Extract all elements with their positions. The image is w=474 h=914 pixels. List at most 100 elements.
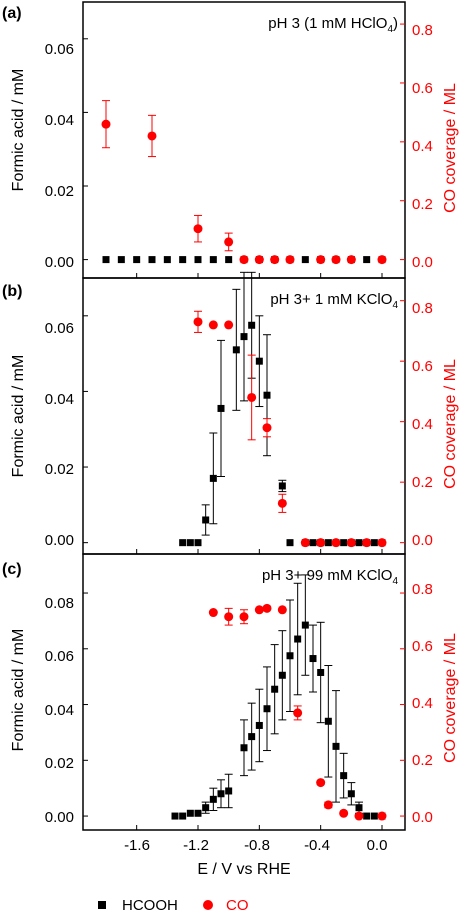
co-point [377, 255, 387, 265]
panel-label-c: (c) [2, 561, 22, 578]
co-point [224, 237, 234, 247]
y-tick-label-right: 0.8 [412, 300, 433, 317]
hcooh-point [286, 652, 294, 660]
hcooh-point [163, 256, 171, 264]
plot-area-a [82, 1, 406, 279]
hcooh-point [263, 705, 271, 713]
y-axis-label-right-c: CO coverage / ML [442, 633, 459, 763]
plot-area-c [82, 553, 406, 831]
co-point [323, 800, 333, 810]
co-point [316, 778, 326, 788]
y-tick-label-left: 0.06 [45, 41, 74, 58]
hcooh-point [332, 742, 340, 750]
legend-marker-hcooh [98, 901, 106, 909]
panel-b: (b) pH 3+ 1 mM KClO4 Formic acid / mM CO… [2, 277, 459, 555]
y-tick-label-right: 0.6 [412, 80, 433, 97]
hcooh-point [209, 256, 217, 264]
panel-c: (c) pH 3+ 99 mM KClO4 Formic acid / mM C… [2, 553, 459, 878]
panel-label-a: (a) [2, 5, 22, 22]
co-point [316, 538, 326, 548]
co-point [346, 255, 356, 265]
co-point [193, 224, 203, 234]
legend-marker-co [203, 900, 213, 910]
legend: HCOOH CO [98, 897, 249, 914]
co-point [331, 255, 341, 265]
hcooh-point [255, 721, 263, 729]
hcooh-point [194, 256, 202, 264]
co-point [239, 612, 249, 622]
co-point [293, 708, 303, 718]
y-tick-label-right: 0.2 [412, 752, 433, 769]
hcooh-point [370, 539, 378, 547]
hcooh-point [340, 772, 348, 780]
hcooh-point [301, 256, 309, 264]
x-tick-label: -1.2 [183, 837, 209, 854]
hcooh-point [347, 790, 355, 798]
x-tick-label: -1.6 [124, 837, 150, 854]
hcooh-point [294, 635, 302, 643]
hcooh-point [278, 671, 286, 679]
hcooh-point [317, 668, 325, 676]
x-axis-label: E / V vs RHE [197, 861, 290, 878]
co-point [224, 612, 234, 622]
condition-label-b: pH 3+ 1 mM KClO4 [270, 291, 398, 311]
hcooh-point [202, 516, 210, 524]
y-tick-label-left: 0.08 [45, 595, 74, 612]
hcooh-point [355, 804, 363, 812]
y-tick-label-right: 0.4 [412, 695, 433, 712]
hcooh-point [255, 357, 263, 365]
y-axis-label-right-a: CO coverage / ML [442, 83, 459, 213]
co-point [277, 605, 287, 615]
y-tick-label-left: 0.02 [45, 755, 74, 772]
y-tick-label-right: 0.0 [412, 532, 433, 549]
hcooh-point [240, 744, 248, 752]
co-point [254, 605, 264, 615]
y-tick-label-left: 0.00 [45, 809, 74, 826]
y-tick-label-right: 0.4 [412, 138, 433, 155]
hcooh-point [217, 790, 225, 798]
hcooh-point [148, 256, 156, 264]
co-point [300, 538, 310, 548]
y-tick-label-left: 0.02 [45, 183, 74, 200]
hcooh-point [248, 321, 256, 329]
y-axis-label-right-b: CO coverage / ML [442, 359, 459, 489]
co-point [208, 320, 218, 330]
hcooh-point [194, 539, 202, 547]
y-tick-label-right: 0.6 [412, 638, 433, 655]
x-tick-label: 0.0 [367, 837, 388, 854]
co-point [208, 608, 218, 618]
hcooh-point [324, 539, 332, 547]
hcooh-point [301, 621, 309, 629]
co-point [101, 119, 111, 129]
data-marks [83, 23, 405, 830]
y-axis-label-left-c: Formic acid / mM [10, 629, 27, 752]
hcooh-point [370, 812, 378, 820]
y-tick-label-left: 0.04 [45, 702, 74, 719]
y-tick-label-right: 0.0 [412, 254, 433, 271]
co-point [224, 320, 234, 330]
x-tick-label: -0.4 [304, 837, 330, 854]
y-tick-label-left: 0.04 [45, 112, 74, 129]
co-point [193, 317, 203, 327]
hcooh-point [363, 812, 371, 820]
hcooh-point [171, 812, 179, 820]
co-point [285, 255, 295, 265]
hcooh-point [102, 256, 110, 264]
y-tick-label-left: 0.06 [45, 648, 74, 665]
hcooh-point [309, 539, 317, 547]
co-point [346, 538, 356, 548]
y-ticks-left-a: 0.00 0.02 0.04 0.06 [45, 41, 74, 271]
x-ticks-c: -1.6 -1.2 -0.8 -0.4 0.0 [124, 837, 387, 854]
hcooh-point [194, 809, 202, 817]
x-tick-label: -0.8 [244, 837, 270, 854]
y-tick-label-right: 0.8 [412, 581, 433, 598]
y-ticks-left-b: 0.00 0.02 0.04 0.06 [45, 320, 74, 549]
hcooh-point [186, 809, 194, 817]
hcooh-point [271, 685, 279, 693]
y-tick-label-right: 0.4 [412, 416, 433, 433]
y-axis-label-left-b: Formic acid / mM [10, 355, 27, 478]
y-tick-label-right: 0.2 [412, 474, 433, 491]
hcooh-point [186, 539, 194, 547]
y-tick-label-left: 0.02 [45, 461, 74, 478]
hcooh-point [217, 404, 225, 412]
